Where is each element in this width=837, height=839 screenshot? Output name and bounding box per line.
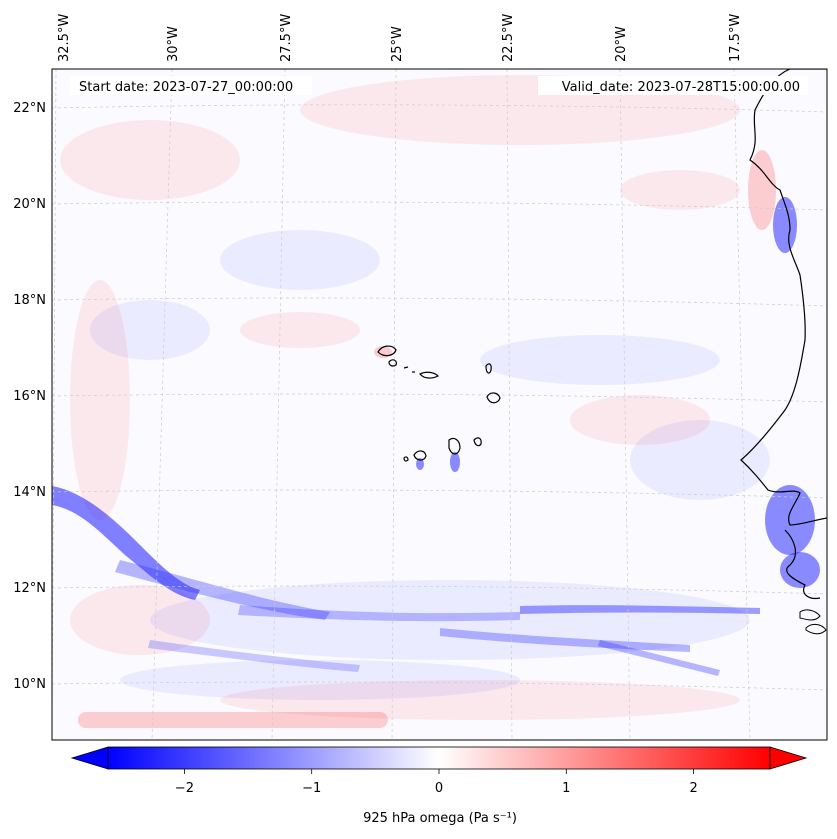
lon-label: 17.5°W — [728, 14, 743, 62]
lon-label: 20°W — [614, 26, 629, 62]
lon-label: 22.5°W — [501, 14, 516, 62]
colorbar-extend-max — [769, 746, 808, 770]
colorbar-tick-label: −1 — [302, 781, 321, 796]
colorbar-label: 925 hPa omega (Pa s⁻¹) — [363, 811, 517, 826]
lat-label: 16°N — [13, 389, 46, 404]
lat-label: 18°N — [13, 293, 46, 308]
lat-label: 22°N — [13, 101, 46, 116]
colorbar-tick-label: 1 — [562, 781, 570, 796]
colorbar: −2 −1 0 1 2 925 hPa omega (Pa s⁻¹) — [70, 746, 808, 826]
colorbar-tick-label: 2 — [689, 781, 697, 796]
lat-label: 10°N — [13, 677, 46, 692]
colorbar-tick-label: 0 — [435, 781, 443, 796]
lon-label: 32.5°W — [57, 14, 72, 62]
lon-label: 30°W — [166, 26, 181, 62]
lat-label: 14°N — [13, 485, 46, 500]
colorbar-gradient — [107, 746, 771, 770]
colorbar-ticks: −2 −1 0 1 2 — [175, 769, 698, 796]
lon-label: 27.5°W — [279, 14, 294, 62]
valid-date-label: Valid_date: 2023-07-28T15:00:00.00 — [562, 80, 800, 95]
omega-field — [52, 69, 827, 740]
colorbar-tick-label: −2 — [175, 781, 194, 796]
cape-verde-islands — [377, 345, 501, 462]
lon-label: 25°W — [390, 26, 405, 62]
map-frame — [51, 68, 828, 741]
graticule — [52, 69, 827, 740]
start-date-label: Start date: 2023-07-27_00:00:00 — [79, 80, 293, 95]
valid-date-box — [538, 76, 808, 95]
start-date-box — [70, 76, 312, 95]
lat-label: 20°N — [13, 197, 46, 212]
latitude-labels: 22°N 20°N 18°N 16°N 14°N 12°N 10°N — [13, 101, 46, 692]
lat-label: 12°N — [13, 581, 46, 596]
longitude-labels: 32.5°W 30°W 27.5°W 25°W 22.5°W 20°W 17.5… — [57, 14, 743, 62]
coastline — [740, 69, 827, 526]
colorbar-extend-min — [70, 746, 109, 770]
